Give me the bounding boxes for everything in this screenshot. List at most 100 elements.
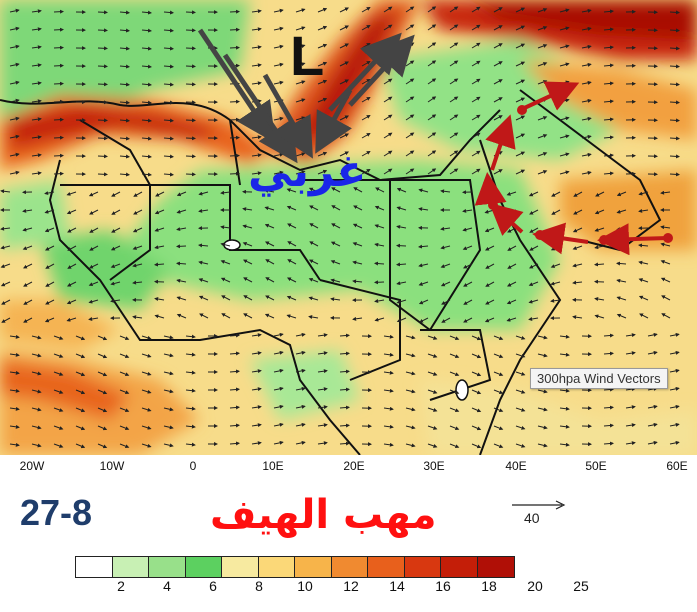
wind-vector [75, 425, 86, 431]
wind-vector [185, 154, 196, 159]
wind-vector [243, 313, 253, 319]
wind-vector [185, 100, 196, 105]
wind-vector [163, 10, 174, 15]
wind-vector [449, 42, 459, 49]
wind-vector [75, 353, 86, 359]
wind-vector [229, 369, 240, 374]
dark-arrow [197, 28, 276, 144]
wind-vector [559, 26, 570, 31]
wind-vector [449, 6, 459, 13]
wind-vector [537, 170, 548, 175]
wind-vector [449, 443, 460, 449]
wind-vector [625, 441, 636, 446]
wind-vector [471, 96, 481, 103]
wind-vector [471, 6, 481, 13]
wind-vector [515, 335, 526, 340]
wind-vector [198, 278, 209, 283]
wind-vector [265, 241, 275, 247]
wind-vector [198, 260, 209, 265]
wind-vector [53, 153, 64, 158]
wind-vector [185, 424, 196, 429]
colorbar-swatch [149, 557, 186, 577]
wind-vector [273, 440, 284, 445]
wind-vector [405, 132, 415, 139]
wind-vector [264, 206, 275, 211]
wind-vector [185, 28, 196, 33]
wind-vector [317, 333, 328, 338]
wind-vector [361, 151, 371, 157]
wind-vector [23, 281, 33, 287]
wind-vector [550, 281, 561, 286]
wind-vector [418, 299, 429, 305]
wind-vector [383, 442, 394, 447]
wind-vector [427, 42, 437, 49]
wind-vector [97, 172, 108, 177]
wind-vector [132, 227, 143, 233]
wind-vector [581, 170, 592, 175]
wind-vector [119, 154, 130, 159]
wind-vector [669, 422, 680, 427]
dark-arrow [348, 34, 415, 107]
wind-vector [396, 317, 407, 323]
wind-vector [669, 100, 680, 105]
wind-vector [616, 296, 627, 301]
wind-vector [669, 172, 680, 177]
wind-vector [463, 299, 473, 305]
wind-vector [374, 299, 385, 303]
reference-vector-arrow [512, 500, 566, 510]
wind-vector [405, 443, 416, 448]
wind-vector [427, 6, 437, 13]
wind-vector [537, 353, 548, 358]
wind-vector [405, 168, 415, 175]
wind-vector [141, 425, 152, 430]
wind-vector [427, 96, 437, 103]
wind-vector [295, 386, 306, 391]
red-arrow [485, 114, 516, 171]
wind-vector [405, 335, 416, 340]
wind-vector [53, 443, 64, 448]
wind-vector [669, 136, 680, 141]
wind-vector [572, 227, 583, 233]
wind-vector [669, 332, 680, 337]
wind-vector [229, 333, 240, 338]
wind-vector [449, 150, 459, 157]
wind-vector [515, 353, 526, 358]
wind-vector [559, 406, 570, 411]
wind-vector [119, 46, 130, 51]
wind-vector [594, 209, 605, 215]
wind-vector [273, 8, 284, 13]
wind-vector [515, 407, 526, 412]
wind-vector [317, 441, 328, 446]
wind-vector [141, 154, 152, 159]
wind-vector [507, 245, 517, 251]
wind-vector [515, 133, 526, 139]
wind-vector [111, 227, 121, 233]
wind-vector [661, 313, 671, 319]
wind-vector [638, 295, 649, 301]
wind-vector [581, 44, 592, 49]
wind-vector [537, 443, 548, 448]
reference-vector-value: 40 [524, 510, 540, 526]
wind-vector [603, 135, 614, 140]
wind-vector [361, 97, 371, 103]
wind-vector [418, 244, 429, 249]
wind-vector [441, 299, 451, 305]
wind-vector [309, 223, 319, 229]
wind-vector [625, 423, 636, 428]
wind-vector [463, 281, 473, 287]
colorbar-label: 16 [435, 578, 451, 594]
wind-vector [352, 260, 363, 265]
wind-vector [405, 24, 415, 31]
wind-vector [581, 26, 592, 31]
wind-vector [507, 281, 517, 287]
wind-vector [75, 443, 86, 449]
wind-vector [339, 441, 350, 446]
wind-vector [418, 281, 429, 286]
wind-vector [295, 368, 306, 373]
wind-vector [0, 281, 11, 287]
wind-vector [45, 281, 55, 287]
wind-vector [9, 442, 20, 447]
wind-vector [9, 8, 20, 13]
wind-vector [515, 389, 526, 394]
wind-vector [603, 99, 614, 104]
